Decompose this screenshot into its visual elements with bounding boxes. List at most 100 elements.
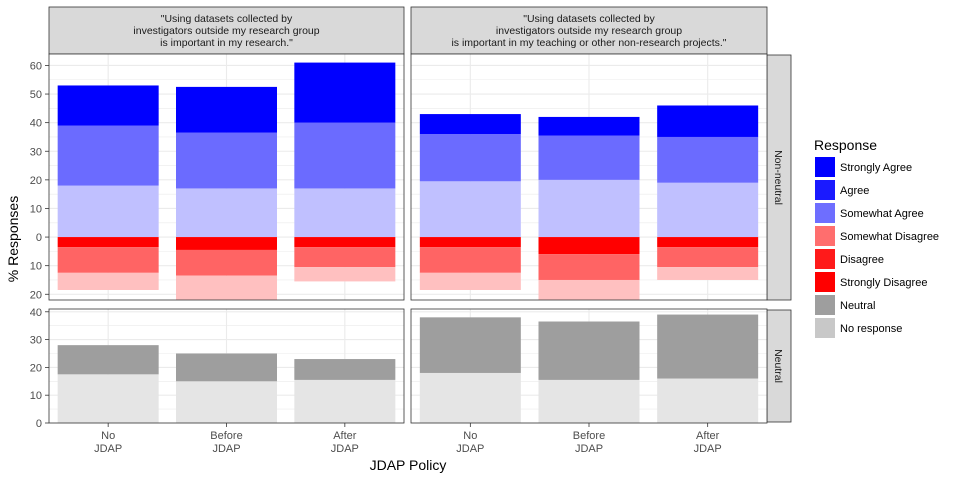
bar-segment-disagree	[294, 247, 396, 268]
y-tick-label: 20	[30, 289, 42, 301]
legend-label: Strongly Disagree	[840, 277, 927, 289]
x-tick-label: Before JDAP	[210, 430, 242, 455]
y-tick-label: 50	[30, 89, 42, 101]
legend-swatch	[815, 318, 835, 338]
bar-segment-neutral	[657, 314, 759, 379]
panel	[410, 308, 768, 424]
bar-segment-disagree	[419, 247, 521, 273]
bar-segment-strongly-agree	[294, 62, 396, 123]
bar-segment-neutral	[419, 317, 521, 373]
bar-segment-strongly-disagree	[538, 237, 640, 255]
bar-segment-neutral	[538, 321, 640, 380]
facet-strip-label: "Using datasets collected by investigator…	[451, 13, 726, 49]
bar-segment-neutral	[176, 353, 277, 382]
facet-strip-row-label: Non-neutral	[772, 150, 784, 205]
bar-segment-strongly-disagree	[176, 237, 277, 250]
legend-swatch	[815, 180, 835, 200]
y-tick-label: 10	[30, 203, 42, 215]
bar-segment-no-response	[294, 379, 396, 423]
bar-segment-somewhat-disagree	[294, 267, 396, 282]
bar-segment-somewhat-disagree	[176, 275, 277, 300]
bar-segment-no-response	[419, 372, 521, 423]
legend-swatch	[815, 249, 835, 269]
panel	[48, 308, 405, 424]
legend-label: Disagree	[840, 254, 884, 266]
bar-segment-strongly-disagree	[57, 237, 159, 248]
bar-segment-neutral	[57, 345, 159, 375]
bar-segment-somewhat-disagree	[57, 272, 159, 290]
bar-segment-strongly-agree	[657, 105, 759, 137]
x-axis-title: JDAP Policy	[370, 457, 447, 473]
y-tick-label: 10	[30, 261, 42, 273]
y-tick-label: 30	[30, 146, 42, 158]
panel-border	[48, 53, 405, 301]
bar-segment-disagree	[538, 254, 640, 280]
x-tick-label: After JDAP	[331, 430, 359, 455]
bar-segment-disagree	[176, 249, 277, 276]
y-tick-label: 0	[36, 418, 42, 430]
legend-swatch	[815, 226, 835, 246]
y-tick-label: 30	[30, 335, 42, 347]
panel	[410, 53, 768, 301]
bar-segment-somewhat-disagree	[419, 272, 521, 290]
x-tick-label: No JDAP	[94, 430, 122, 455]
legend-swatch	[815, 203, 835, 223]
bar-segment-somewhat-agree	[657, 182, 759, 238]
bar-segment-strongly-agree	[419, 114, 521, 135]
bar-segment-no-response	[538, 379, 640, 423]
bar-segment-strongly-agree	[538, 116, 640, 136]
facet-strip-row-label: Neutral	[772, 349, 784, 383]
bar-segment-somewhat-agree	[419, 181, 521, 238]
bar-segment-somewhat-agree	[57, 185, 159, 238]
facet-strip-row	[766, 309, 792, 423]
facet-strip-column	[48, 6, 405, 55]
y-tick-label: 0	[36, 232, 42, 244]
panel-border	[410, 53, 768, 301]
bar-segment-no-response	[176, 381, 277, 423]
y-tick-label: 40	[30, 307, 42, 319]
legend-swatch	[815, 272, 835, 292]
y-tick-label: 20	[30, 175, 42, 187]
legend-label: No response	[840, 323, 902, 335]
legend-label: Somewhat Disagree	[840, 231, 939, 243]
panel	[48, 53, 405, 301]
legend-label: Agree	[840, 185, 869, 197]
facet-strip-column	[410, 6, 768, 55]
bar-segment-agree	[657, 136, 759, 183]
bar-segment-neutral	[294, 359, 396, 380]
bar-segment-strongly-disagree	[419, 237, 521, 248]
bar-segment-somewhat-agree	[176, 188, 277, 238]
y-axis-title: % Responses	[5, 196, 21, 282]
bar-segment-disagree	[57, 247, 159, 273]
bar-segment-somewhat-agree	[538, 179, 640, 238]
bar-segment-agree	[176, 132, 277, 189]
bar-segment-agree	[294, 122, 396, 189]
y-tick-label: 40	[30, 118, 42, 130]
y-tick-label: 20	[30, 362, 42, 374]
x-tick-label: After JDAP	[694, 430, 722, 455]
legend-title: Response	[814, 137, 877, 153]
legend-label: Neutral	[840, 300, 875, 312]
bar-segment-no-response	[57, 374, 159, 423]
facet-strip-label: "Using datasets collected by investigator…	[133, 13, 319, 49]
facet-strip-row	[766, 54, 792, 301]
bar-segment-agree	[57, 125, 159, 186]
bar-segment-strongly-disagree	[294, 237, 396, 248]
bar-segment-no-response	[657, 378, 759, 423]
y-tick-label: 60	[30, 60, 42, 72]
bar-segment-strongly-agree	[176, 86, 277, 133]
bar-segment-somewhat-disagree	[657, 267, 759, 280]
x-tick-label: Before JDAP	[573, 430, 605, 455]
bar-segment-strongly-disagree	[657, 237, 759, 248]
legend-label: Somewhat Agree	[840, 208, 924, 220]
legend-swatch	[815, 157, 835, 177]
bar-segment-agree	[538, 135, 640, 180]
legend-swatch	[815, 295, 835, 315]
bar-segment-somewhat-agree	[294, 188, 396, 238]
bar-segment-agree	[419, 134, 521, 182]
y-tick-label: 10	[30, 390, 42, 402]
x-tick-label: No JDAP	[456, 430, 484, 455]
bar-segment-strongly-agree	[57, 85, 159, 126]
legend-label: Strongly Agree	[840, 162, 912, 174]
